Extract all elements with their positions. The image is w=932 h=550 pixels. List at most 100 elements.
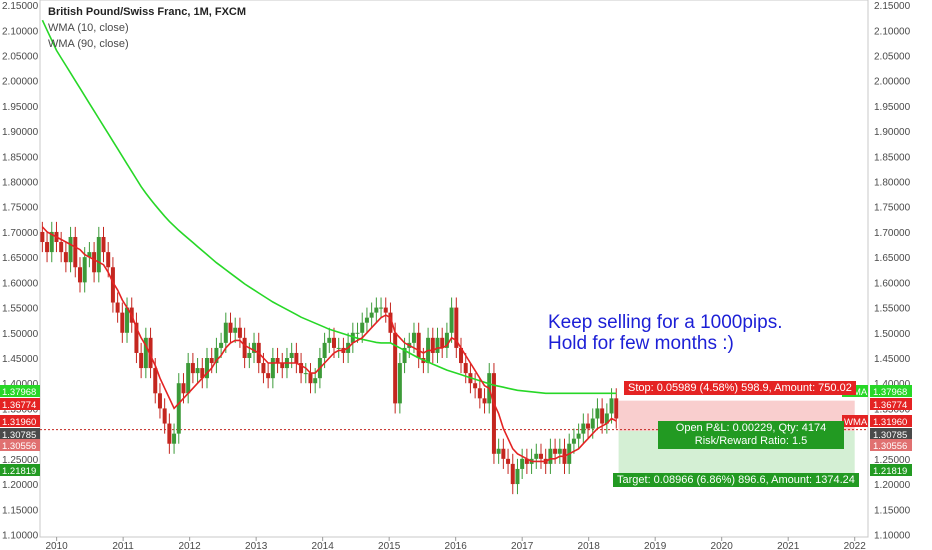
- y-tick-label: 2.10000: [874, 26, 911, 37]
- candle-body: [223, 322, 228, 343]
- y-tick-label-left: 2.10000: [2, 26, 39, 37]
- y-tick-label: 1.25000: [874, 455, 911, 466]
- right-price-tag: [870, 398, 912, 410]
- y-tick-label-left: 1.85000: [2, 152, 39, 163]
- candle-body: [557, 448, 562, 454]
- candle-body: [435, 337, 440, 353]
- left-price-tag: [0, 385, 40, 397]
- y-tick-label: 1.80000: [874, 178, 911, 189]
- candle-body: [120, 312, 125, 333]
- candle-body: [571, 438, 576, 444]
- wma90-line[interactable]: [41, 19, 617, 395]
- candle-body: [68, 236, 73, 263]
- candle-body: [393, 332, 398, 404]
- left-price-tag: [0, 415, 40, 427]
- left-price-tag-text: 1.37968: [2, 387, 36, 398]
- x-tick-label: 2017: [511, 541, 534, 550]
- y-tick-label: 1.70000: [874, 228, 911, 239]
- chart-annotation[interactable]: Keep selling for a 1000pips. Hold for fe…: [548, 312, 783, 354]
- candle-body: [270, 358, 275, 379]
- candle-body: [454, 307, 459, 348]
- left-price-tag-text: 1.21819: [2, 466, 36, 477]
- candle-body: [101, 236, 106, 253]
- candle-body: [59, 242, 64, 253]
- y-tick-label: 1.60000: [874, 278, 911, 289]
- candle-body: [416, 332, 421, 358]
- legend-symbol[interactable]: British Pound/Swiss Franc, 1M, FXCM: [48, 6, 247, 18]
- candle-body: [449, 307, 454, 333]
- candle-body: [186, 363, 191, 394]
- y-tick-label-left: 1.60000: [2, 278, 39, 289]
- candle-body: [87, 252, 92, 258]
- candle-body: [195, 368, 200, 374]
- candle-body: [45, 242, 50, 253]
- target-label[interactable]: Target: 0.08966 (6.86%) 896.6, Amount: 1…: [613, 473, 859, 487]
- stop-label[interactable]: Stop: 0.05989 (4.58%) 598.9, Amount: 750…: [624, 381, 856, 395]
- candle-body: [506, 458, 511, 464]
- x-tick-label: 2022: [844, 541, 867, 550]
- candle-body: [308, 373, 313, 384]
- candle-body: [524, 458, 529, 464]
- left-price-tag-text: 1.36774: [2, 400, 36, 411]
- candle-body: [538, 453, 543, 459]
- candle-body: [360, 322, 365, 333]
- candle-body: [242, 337, 247, 358]
- candle-body: [106, 252, 111, 268]
- candle-body: [134, 322, 139, 353]
- candle-body: [233, 327, 238, 333]
- candle-body: [280, 363, 285, 369]
- wma10-line[interactable]: [41, 226, 617, 463]
- candle-body: [355, 332, 360, 334]
- candle-body: [176, 383, 181, 434]
- candle-body: [214, 347, 219, 364]
- candle-body: [294, 352, 299, 364]
- y-tick-label: 1.95000: [874, 102, 911, 113]
- y-tick-label-left: 1.45000: [2, 354, 39, 365]
- candle-body: [73, 236, 78, 268]
- y-tick-label: 1.85000: [874, 152, 911, 163]
- wma-tag-text: WMA: [844, 417, 868, 428]
- y-tick-label: 1.55000: [874, 304, 911, 315]
- legend-wma10[interactable]: WMA (10, close): [48, 22, 129, 34]
- y-tick-label-left: 1.20000: [2, 480, 39, 491]
- candle-body: [327, 337, 332, 343]
- y-tick-label: 1.40000: [874, 379, 911, 390]
- candle-body: [322, 342, 327, 358]
- candle-body: [609, 398, 614, 414]
- right-price-tag: [870, 428, 912, 440]
- candle-body: [153, 368, 158, 394]
- candle-body: [332, 337, 337, 348]
- candle-body: [444, 332, 449, 348]
- candle-body: [586, 423, 591, 429]
- candle-body: [473, 383, 478, 389]
- candle-body: [477, 388, 482, 399]
- candle-body: [313, 378, 318, 384]
- chart-legend: British Pound/Swiss Franc, 1M, FXCM WMA …: [48, 4, 246, 52]
- candle-body: [139, 352, 144, 369]
- right-price-tag-text: 1.37968: [873, 387, 907, 398]
- left-price-tag-text: 1.30785: [2, 430, 36, 441]
- candle-body: [96, 236, 101, 273]
- left-price-tag: [0, 439, 40, 451]
- candle-body: [397, 363, 402, 404]
- right-price-tag-text: 1.30556: [873, 441, 907, 452]
- candle-body: [261, 363, 266, 374]
- candle-body: [299, 363, 304, 374]
- pnl-box[interactable]: Open P&L: 0.00229, Qty: 4174 Risk/Reward…: [658, 421, 844, 449]
- candle-body: [496, 448, 501, 454]
- y-tick-label-left: 1.90000: [2, 127, 39, 138]
- candle-body: [275, 358, 280, 364]
- y-tick-label: 1.45000: [874, 354, 911, 365]
- legend-wma90[interactable]: WMA (90, close): [48, 38, 129, 50]
- x-tick-label: 2020: [711, 541, 734, 550]
- candle-body: [440, 337, 445, 348]
- y-tick-label: 1.75000: [874, 203, 911, 214]
- y-tick-label: 1.10000: [874, 530, 911, 541]
- candle-body: [143, 337, 148, 369]
- x-tick-label: 2010: [46, 541, 69, 550]
- y-tick-label-left: 1.55000: [2, 304, 39, 315]
- candle-body: [200, 368, 205, 379]
- annotation-line-1: Keep selling for a 1000pips.: [548, 312, 783, 333]
- candle-body: [266, 373, 271, 379]
